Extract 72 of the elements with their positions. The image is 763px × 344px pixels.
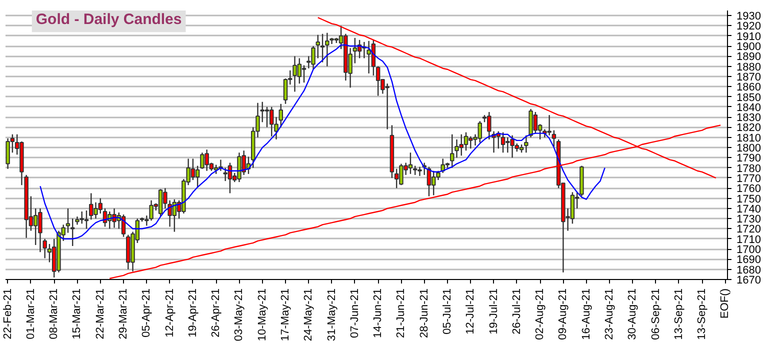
y-tick-label: 1750 [736, 193, 761, 206]
candlestick [552, 130, 556, 148]
candlestick [302, 64, 306, 84]
line-series [40, 44, 606, 240]
x-tick-label: 28-Jun-21 [418, 288, 430, 338]
y-tick-label: 1680 [736, 264, 761, 276]
y-tick-label: 1860 [736, 82, 761, 94]
candlestick [195, 165, 200, 188]
y-tick-label: 1840 [736, 102, 761, 114]
x-tick-label: 26-Jul-21 [510, 288, 523, 334]
x-tick-label: EOF() [719, 288, 732, 318]
x-tick-label: 29-Mar-21 [118, 288, 130, 340]
x-tick-label: 19-Apr-21 [186, 288, 199, 338]
x-tick-label: 12-Jul-21 [464, 288, 477, 334]
y-tick-label: 1700 [736, 244, 761, 256]
x-tick-label: 13-Sep-21 [696, 288, 708, 340]
y-tick-label: 1870 [736, 71, 761, 84]
y-tick-label: 1810 [736, 132, 761, 144]
x-tick-label: 03-May-21 [233, 288, 246, 342]
x-tick-label: 21-Jun-21 [395, 288, 408, 338]
x-tick-label: 22-Feb-21 [2, 288, 14, 340]
y-tick-label: 1910 [736, 30, 761, 43]
y-tick-label: 1900 [736, 41, 761, 54]
x-tick-label: 30-Aug-21 [626, 288, 639, 340]
x-tick-label: 26-Apr-21 [210, 288, 222, 338]
x-tick-label: 22-Mar-21 [94, 288, 106, 340]
x-tick-label: 05-Apr-21 [140, 288, 153, 338]
y-tick-label: 1720 [736, 224, 761, 236]
y-tick-label: 1880 [736, 61, 761, 74]
candlestick [316, 34, 320, 59]
x-tick-label: 17-May-21 [280, 288, 292, 342]
y-tick-label: 1670 [736, 274, 761, 286]
y-tick-label: 1730 [736, 214, 761, 226]
x-tick-label: 07-Jun-21 [348, 288, 361, 338]
candlestick [70, 218, 75, 247]
candlestick [320, 33, 325, 63]
chart-title: Gold - Daily Candles [36, 11, 182, 28]
x-tick-label: 05-Jul-21 [441, 288, 454, 334]
y-tick-label: 1780 [736, 162, 761, 175]
y-tick-label: 1710 [736, 234, 761, 246]
x-tick-label: 19-Jul-21 [488, 288, 500, 334]
x-tick-label: 09-Aug-21 [557, 288, 570, 340]
x-tick-label: 08-Mar-21 [48, 288, 60, 340]
x-tick-label: 24-May-21 [302, 288, 315, 342]
y-tick-label: 1820 [736, 122, 761, 134]
x-tick-label: 02-Aug-21 [534, 288, 546, 340]
y-tick-label: 1850 [736, 92, 761, 104]
candlestick [352, 37, 358, 64]
x-tick-label: 13-Sep-21 [672, 288, 685, 340]
y-tick-label: 1770 [736, 172, 761, 185]
x-tick-label: 10-May-21 [256, 288, 268, 342]
y-tick-label: 1830 [736, 112, 761, 124]
y-tick-label: 1930 [736, 10, 761, 23]
x-tick-label: 01-Mar-21 [24, 288, 37, 340]
x-tick-label: 23-Aug-21 [603, 288, 616, 340]
y-tick-label: 1800 [736, 142, 761, 155]
candlestick [450, 134, 454, 168]
y-tick-label: 1760 [736, 183, 761, 196]
x-tick-label: 14-Jun-21 [372, 288, 384, 338]
x-tick-label: 16-Aug-21 [580, 288, 592, 340]
y-tick-label: 1790 [736, 152, 761, 165]
x-tick-label: 15-Mar-21 [71, 288, 84, 340]
candlestick [278, 103, 283, 128]
y-tick-label: 1920 [736, 20, 761, 33]
x-tick-label: 31-May-21 [326, 288, 338, 342]
candlestick [524, 134, 528, 154]
x-tick-label: 06-Sep-21 [650, 288, 662, 340]
y-tick-label: 1690 [736, 254, 761, 266]
candlestick [66, 208, 70, 234]
y-tick-label: 1890 [736, 51, 761, 64]
y-tick-label: 1740 [736, 203, 761, 216]
x-tick-label: 12-Apr-21 [164, 288, 176, 338]
